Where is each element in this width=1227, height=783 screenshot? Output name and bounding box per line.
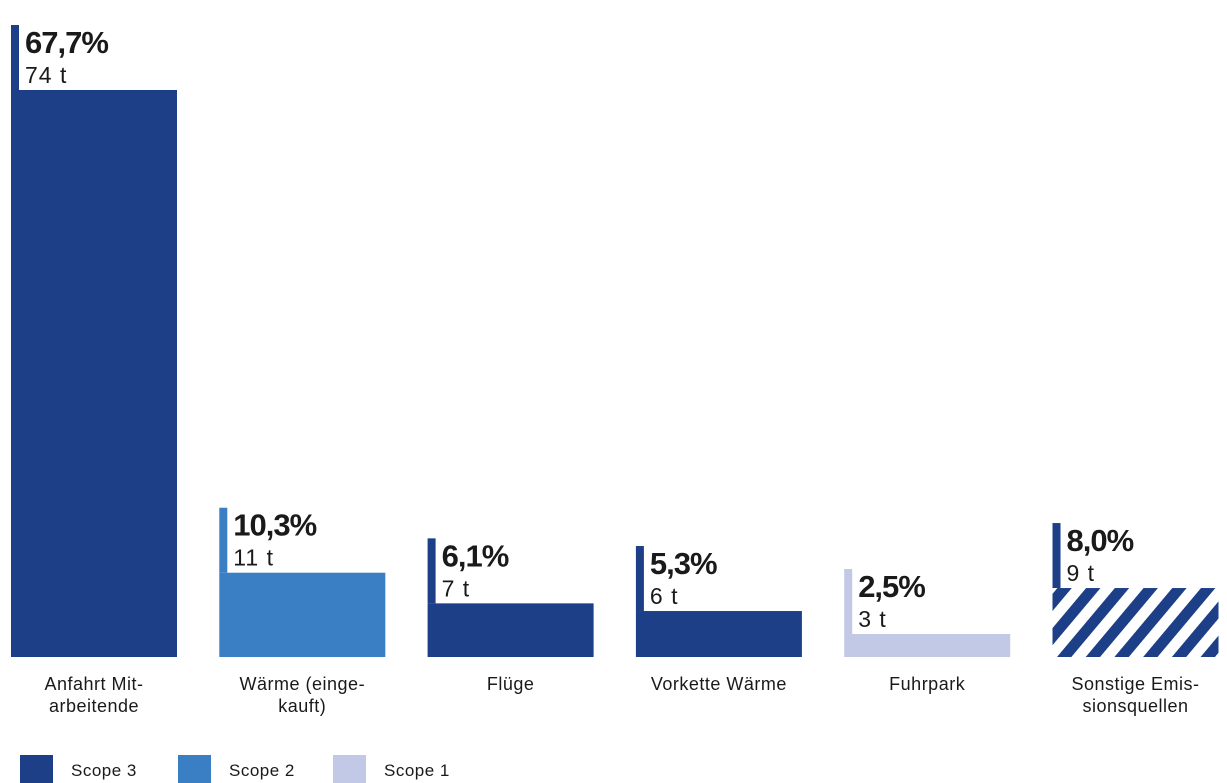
bars-layer	[11, 25, 1219, 657]
percent-label-5: 2,5%	[858, 569, 925, 604]
percent-label-3: 6,1%	[442, 538, 509, 573]
legend-label-scope-2: Scope 2	[229, 761, 295, 780]
label-marker-6	[1052, 523, 1061, 589]
category-label-6-line-2: sionsquellen	[1082, 696, 1188, 716]
bar-3	[427, 603, 594, 657]
value-label-5: 3 t	[858, 606, 887, 632]
legend: Scope 3 Scope 2 Scope 1	[20, 755, 450, 783]
label-marker-1	[11, 25, 19, 90]
bar-1	[11, 90, 177, 657]
legend-label-scope-1: Scope 1	[384, 761, 450, 780]
label-marker-3	[427, 538, 436, 604]
percent-label-4: 5,3%	[650, 546, 717, 581]
bar-2	[219, 572, 386, 657]
percent-label-1: 67,7%	[25, 25, 108, 60]
category-label-3: Flüge	[487, 674, 535, 694]
bar-4	[635, 611, 802, 657]
labels-layer: 67,7%74 t Anfahrt Mit-arbeitende 10,3%11 t…	[25, 25, 1199, 716]
percent-label-6: 8,0%	[1067, 523, 1134, 558]
value-label-3: 7 t	[442, 575, 471, 601]
value-label-2: 11 t	[233, 545, 274, 571]
value-label-4: 6 t	[650, 583, 679, 609]
legend-swatch-scope-2	[178, 755, 211, 783]
category-label-1-line-2: arbeitende	[49, 696, 139, 716]
bar-5	[844, 634, 1011, 657]
legend-swatch-scope-3	[20, 755, 53, 783]
percent-label-2: 10,3%	[233, 508, 316, 543]
label-marker-4	[635, 546, 644, 612]
legend-swatch-scope-1	[333, 755, 366, 783]
label-marker-2	[219, 507, 228, 573]
category-label-6-line-1: Sonstige Emis-	[1071, 674, 1199, 694]
category-label-5: Fuhrpark	[889, 674, 966, 694]
bar-6	[1052, 588, 1219, 657]
category-label-2-line-2: kauft)	[278, 696, 326, 716]
value-label-6: 9 t	[1067, 560, 1096, 586]
legend-label-scope-3: Scope 3	[71, 761, 137, 780]
label-marker-5	[844, 569, 853, 635]
category-label-4: Vorkette Wärme	[651, 674, 787, 694]
category-label-2-line-1: Wärme (einge-	[240, 674, 366, 694]
value-label-1: 74 t	[25, 62, 67, 88]
category-label-1-line-1: Anfahrt Mit-	[44, 674, 143, 694]
